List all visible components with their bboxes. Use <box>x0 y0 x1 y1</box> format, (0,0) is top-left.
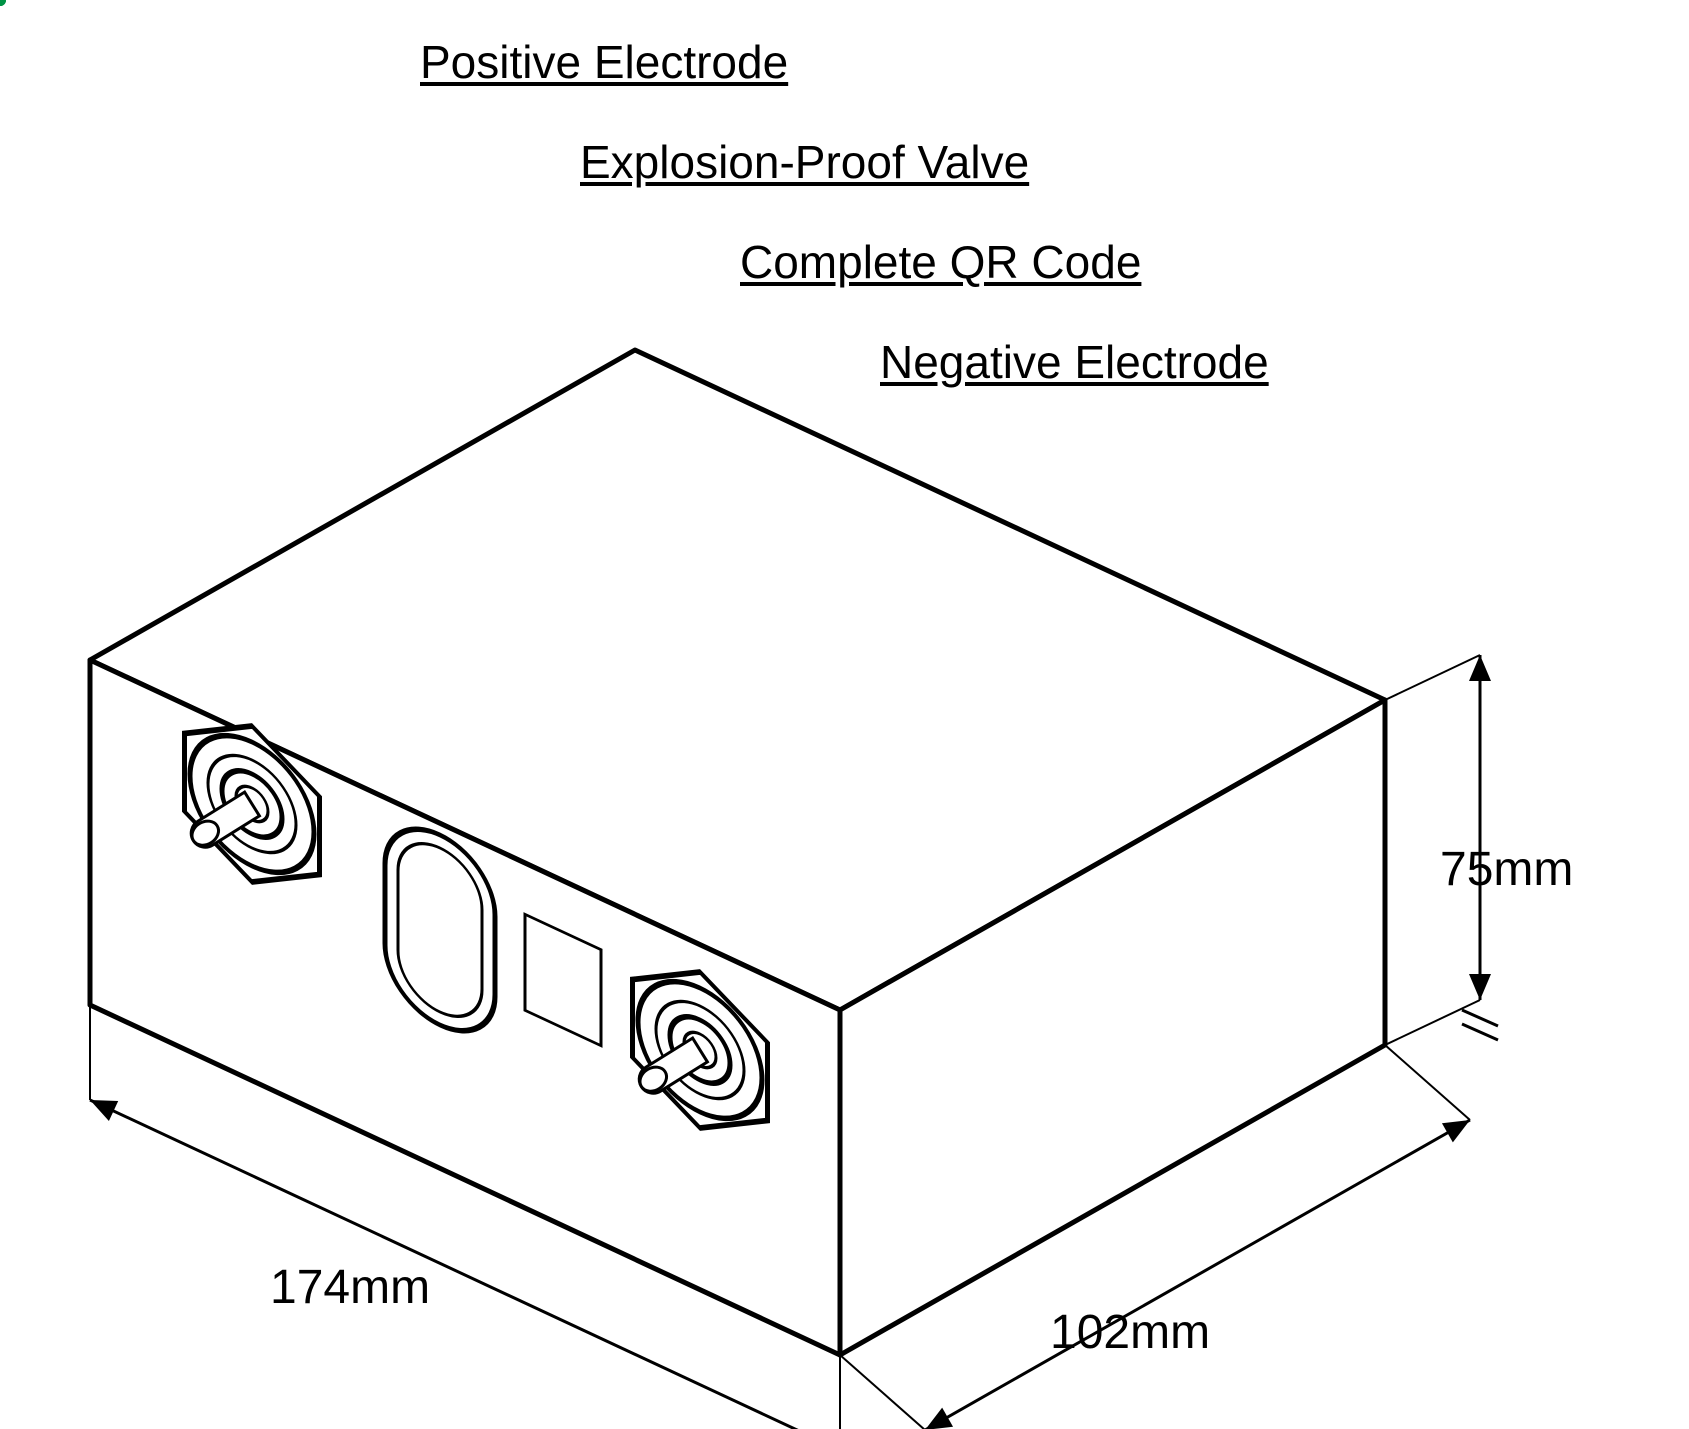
dim-width: 102mm <box>1050 1305 1210 1360</box>
label-complete-qr-code: Complete QR Code <box>740 235 1141 289</box>
dim-length: 174mm <box>270 1260 430 1315</box>
label-negative-electrode: Negative Electrode <box>880 335 1269 389</box>
battery-diagram-svg <box>0 0 1689 1429</box>
dim-height: 75mm <box>1440 842 1573 897</box>
diagram-canvas: Positive Electrode Explosion-Proof Valve… <box>0 0 1689 1429</box>
label-positive-electrode: Positive Electrode <box>420 35 788 89</box>
label-explosion-proof-valve: Explosion-Proof Valve <box>580 135 1029 189</box>
